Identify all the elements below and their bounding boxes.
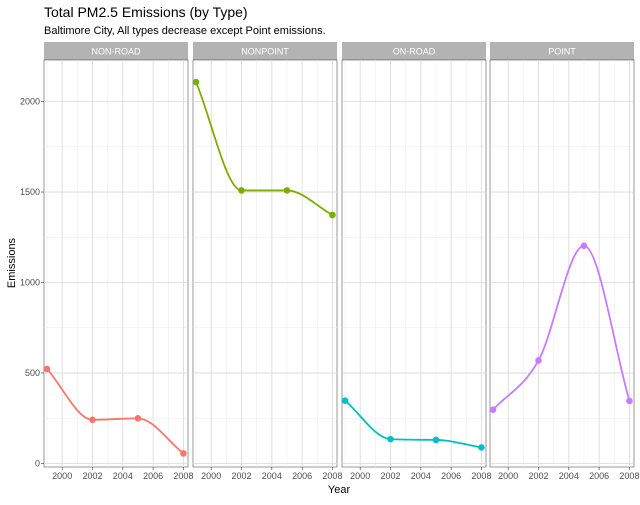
data-point	[626, 397, 633, 405]
panel-background	[489, 59, 635, 468]
x-tick-label: 2002	[380, 471, 400, 481]
series-line-non-road	[46, 368, 184, 455]
y-axis-title: Emissions	[6, 237, 18, 288]
x-tick-label: 2006	[441, 471, 461, 481]
y-tick-label: 2000	[20, 97, 40, 107]
x-tick-label: 2008	[619, 471, 639, 481]
series-line-nonpoint	[195, 81, 333, 216]
x-tick-label: 2006	[589, 471, 609, 481]
y-tick-label: 0	[35, 458, 40, 468]
data-point	[489, 406, 497, 413]
facet-strip	[193, 42, 337, 60]
data-point	[283, 187, 291, 194]
data-point	[43, 365, 51, 373]
data-point	[89, 416, 96, 424]
x-tick-label: 2000	[498, 471, 518, 481]
data-point	[192, 78, 200, 86]
x-tick-label: 2000	[350, 471, 370, 481]
data-point	[580, 242, 588, 250]
x-tick-label: 2008	[173, 471, 193, 481]
data-point	[387, 435, 394, 443]
y-tick-label: 500	[25, 368, 40, 378]
chart-subtitle: Baltimore City, All types decrease excep…	[44, 25, 326, 37]
facet-strip-label: NONPOINT	[241, 47, 289, 57]
facet-strip	[490, 42, 634, 60]
panel-background	[192, 59, 338, 468]
series-line-point	[492, 244, 631, 411]
y-tick-label: 1500	[20, 187, 40, 197]
x-tick-label: 2008	[471, 471, 491, 481]
x-tick-label: 2006	[143, 471, 163, 481]
x-tick-label: 2000	[52, 471, 72, 481]
x-tick-label: 2004	[113, 471, 133, 481]
facet-strip-label: POINT	[548, 47, 576, 57]
facet-strip-label: NON-ROAD	[92, 47, 141, 57]
x-tick-label: 2002	[82, 471, 102, 481]
data-point	[432, 436, 440, 444]
data-point	[329, 211, 336, 219]
data-point	[180, 450, 187, 457]
x-tick-label: 2004	[559, 471, 579, 481]
x-tick-label: 2002	[231, 471, 251, 481]
facet-strip	[44, 42, 188, 60]
data-point	[478, 444, 485, 451]
series-line-on-road	[344, 399, 482, 449]
facet-panels: 0 500 1000 1500 2000 NON-ROAD 2000 2002 2004 2006…	[20, 42, 639, 481]
x-tick-label: 2004	[262, 471, 282, 481]
y-tick-label: 1000	[20, 277, 40, 287]
facet-strip-label: ON-ROAD	[393, 47, 436, 57]
x-tick-label: 2002	[528, 471, 548, 481]
panel-background	[43, 59, 189, 468]
panel-background	[341, 59, 487, 468]
data-point	[134, 415, 142, 422]
x-tick-label: 2004	[411, 471, 431, 481]
x-tick-label: 2000	[201, 471, 221, 481]
x-tick-label: 2008	[322, 471, 342, 481]
data-point	[341, 397, 349, 404]
x-tick-label: 2006	[292, 471, 312, 481]
facet-strip	[342, 42, 486, 60]
data-point	[535, 357, 542, 364]
x-axis-title: Year	[328, 484, 351, 496]
chart-title: Total PM2.5 Emissions (by Type)	[44, 4, 248, 20]
data-point	[238, 187, 245, 194]
